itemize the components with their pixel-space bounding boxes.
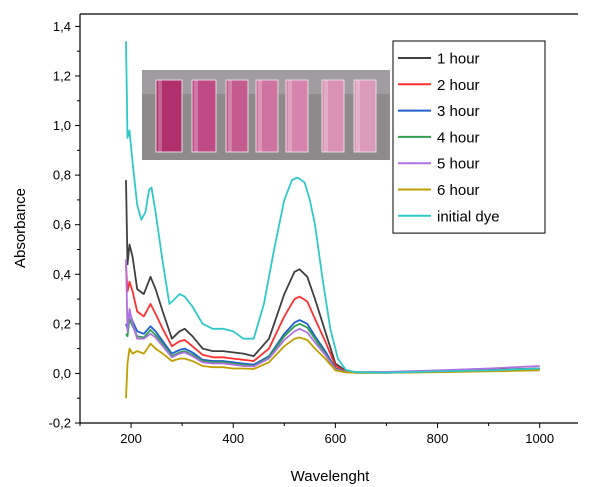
x-tick-label: 600 <box>325 431 347 446</box>
y-tick-label: 0,2 <box>53 316 71 331</box>
vial <box>191 79 217 153</box>
vial-glare <box>258 80 262 152</box>
legend-label: 6 hour <box>437 182 480 199</box>
inset-photo-vials <box>142 70 390 160</box>
y-tick-label: 1,0 <box>53 118 71 133</box>
axes: -0,2 0,0 0,2 0,4 0,6 0,8 1,0 1,2 1,4 200 400 600 800… <box>49 13 578 446</box>
series-layer <box>125 41 540 399</box>
legend-label: 4 hour <box>437 129 480 146</box>
vial-glare <box>356 80 360 152</box>
y-tick-label: 1,2 <box>53 68 71 83</box>
y-tick-label: 0,4 <box>53 267 71 282</box>
vial <box>353 79 377 153</box>
series-line-initial-dye <box>125 41 540 374</box>
vial-glare <box>194 80 198 152</box>
y-axis-title: Absorbance <box>12 188 29 268</box>
legend-label: 1 hour <box>437 51 480 68</box>
y-tick-label: 1,4 <box>53 19 71 34</box>
vial <box>155 79 183 153</box>
legend-label: 3 hour <box>437 103 480 120</box>
vial <box>321 79 345 153</box>
vial-glare <box>324 80 328 152</box>
vial <box>225 79 249 153</box>
y-tick-label: 0,0 <box>53 366 71 381</box>
x-tick-label: 800 <box>427 431 449 446</box>
y-tick-label: -0,2 <box>49 416 71 431</box>
legend: 1 hour 2 hour 3 hour 4 hour 5 hour 6 hour init… <box>392 40 546 234</box>
vial <box>255 79 279 153</box>
vial <box>285 79 309 153</box>
y-tick-label: 0,8 <box>53 168 71 183</box>
series-line-6-hour <box>125 336 540 399</box>
vial-glare <box>228 80 232 152</box>
series-line-2-hour <box>125 264 540 374</box>
x-tick-label: 1000 <box>525 431 554 446</box>
x-axis-title: Wavelenght <box>291 468 370 485</box>
x-tick-label: 400 <box>222 431 244 446</box>
series-line-1-hour <box>125 180 540 374</box>
vial-glare <box>288 80 292 152</box>
x-tick-label: 200 <box>120 431 142 446</box>
y-tick-label: 0,6 <box>53 217 71 232</box>
legend-label: 5 hour <box>437 156 480 173</box>
vial-glare <box>158 80 162 152</box>
legend-label: 2 hour <box>437 77 480 94</box>
legend-label: initial dye <box>437 208 500 225</box>
